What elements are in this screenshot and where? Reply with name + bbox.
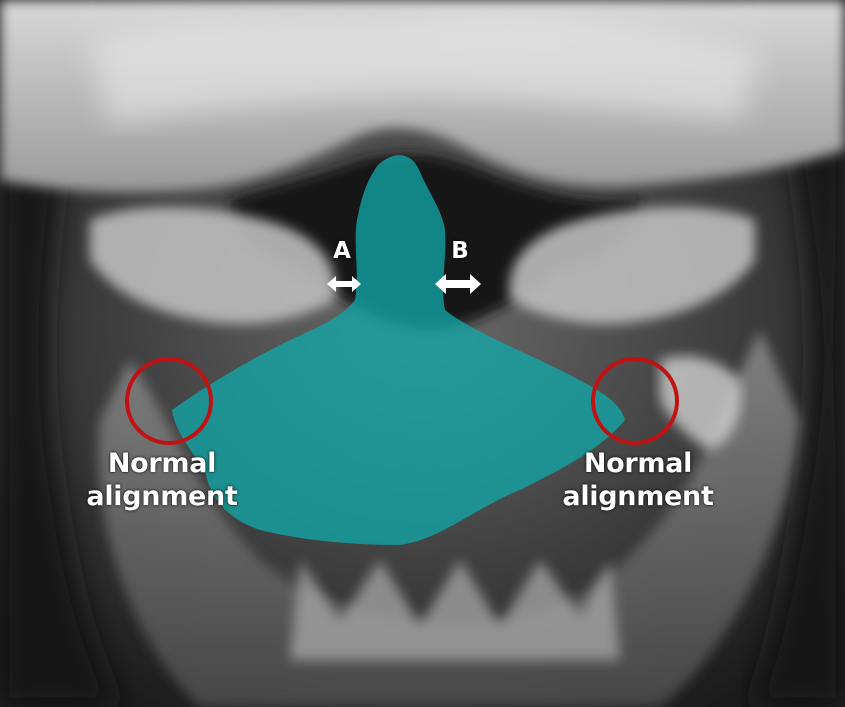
right-alignment-circle: [591, 357, 679, 445]
teeth-lower: [290, 560, 620, 660]
skull-upper-highlight: [90, 16, 760, 125]
atlas-right: [509, 207, 755, 324]
left-alignment-label-line1: Normal: [107, 448, 217, 479]
gap-arrow-b: [435, 274, 481, 294]
atlas-left: [90, 207, 336, 324]
left-alignment-label-line2: alignment: [86, 480, 238, 512]
gap-arrow-a: [327, 276, 361, 292]
right-alignment-label-line2: alignment: [562, 480, 714, 512]
gap-label-b: B: [451, 238, 469, 264]
left-alignment-label: Normal alignment: [72, 448, 252, 514]
odontoid-axis-overlay: [172, 155, 625, 545]
right-alignment-label-line1: Normal: [583, 448, 693, 479]
teeth-right: [660, 356, 742, 450]
right-soft-tissue: [750, 0, 845, 707]
gap-label-a: A: [333, 238, 351, 264]
mandible: [98, 330, 800, 707]
right-alignment-label: Normal alignment: [548, 448, 728, 514]
left-alignment-circle: [125, 357, 213, 445]
